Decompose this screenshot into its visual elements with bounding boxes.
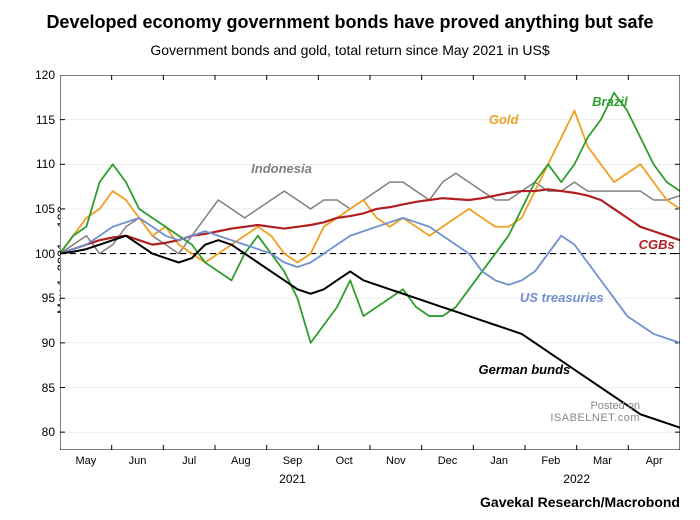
series-label-indonesia: Indonesia [251, 161, 312, 176]
chart-title: Developed economy government bonds have … [0, 12, 700, 33]
x-tick-label: Dec [438, 455, 458, 467]
x-tick-label: May [75, 455, 96, 467]
series-label-gold: Gold [489, 112, 519, 127]
series-label-german-bunds: German bunds [479, 362, 571, 377]
series-label-brazil: Brazil [592, 94, 627, 109]
y-tick-label: 85 [25, 381, 55, 395]
chart-source: Gavekal Research/Macrobond [480, 494, 680, 510]
series-label-us-treasuries: US treasuries [520, 290, 604, 305]
y-tick-label: 90 [25, 336, 55, 350]
x-tick-label: Oct [336, 455, 353, 467]
x-tick-label: Aug [231, 455, 251, 467]
y-tick-label: 105 [25, 202, 55, 216]
watermark-line1: Posted on [550, 400, 640, 412]
x-tick-label: Jan [490, 455, 508, 467]
y-tick-label: 100 [25, 247, 55, 261]
x-year-label: 2022 [563, 472, 590, 486]
x-year-label: 2021 [279, 472, 306, 486]
y-tick-label: 95 [25, 291, 55, 305]
x-tick-label: Sep [283, 455, 303, 467]
x-tick-label: Feb [541, 455, 560, 467]
series-label-cgbs: CGBs [639, 237, 675, 252]
x-tick-label: Apr [646, 455, 663, 467]
x-tick-label: Mar [593, 455, 612, 467]
y-tick-label: 110 [25, 157, 55, 171]
y-tick-label: 120 [25, 68, 55, 82]
x-tick-label: Jul [182, 455, 196, 467]
chart-plot [60, 75, 680, 450]
y-tick-label: 115 [25, 113, 55, 127]
chart-subtitle: Government bonds and gold, total return … [0, 42, 700, 58]
x-tick-label: Jun [129, 455, 147, 467]
watermark: Posted on ISABELNET.com [550, 400, 640, 424]
x-tick-label: Nov [386, 455, 406, 467]
watermark-line2: ISABELNET.com [550, 412, 640, 424]
y-tick-label: 80 [25, 425, 55, 439]
